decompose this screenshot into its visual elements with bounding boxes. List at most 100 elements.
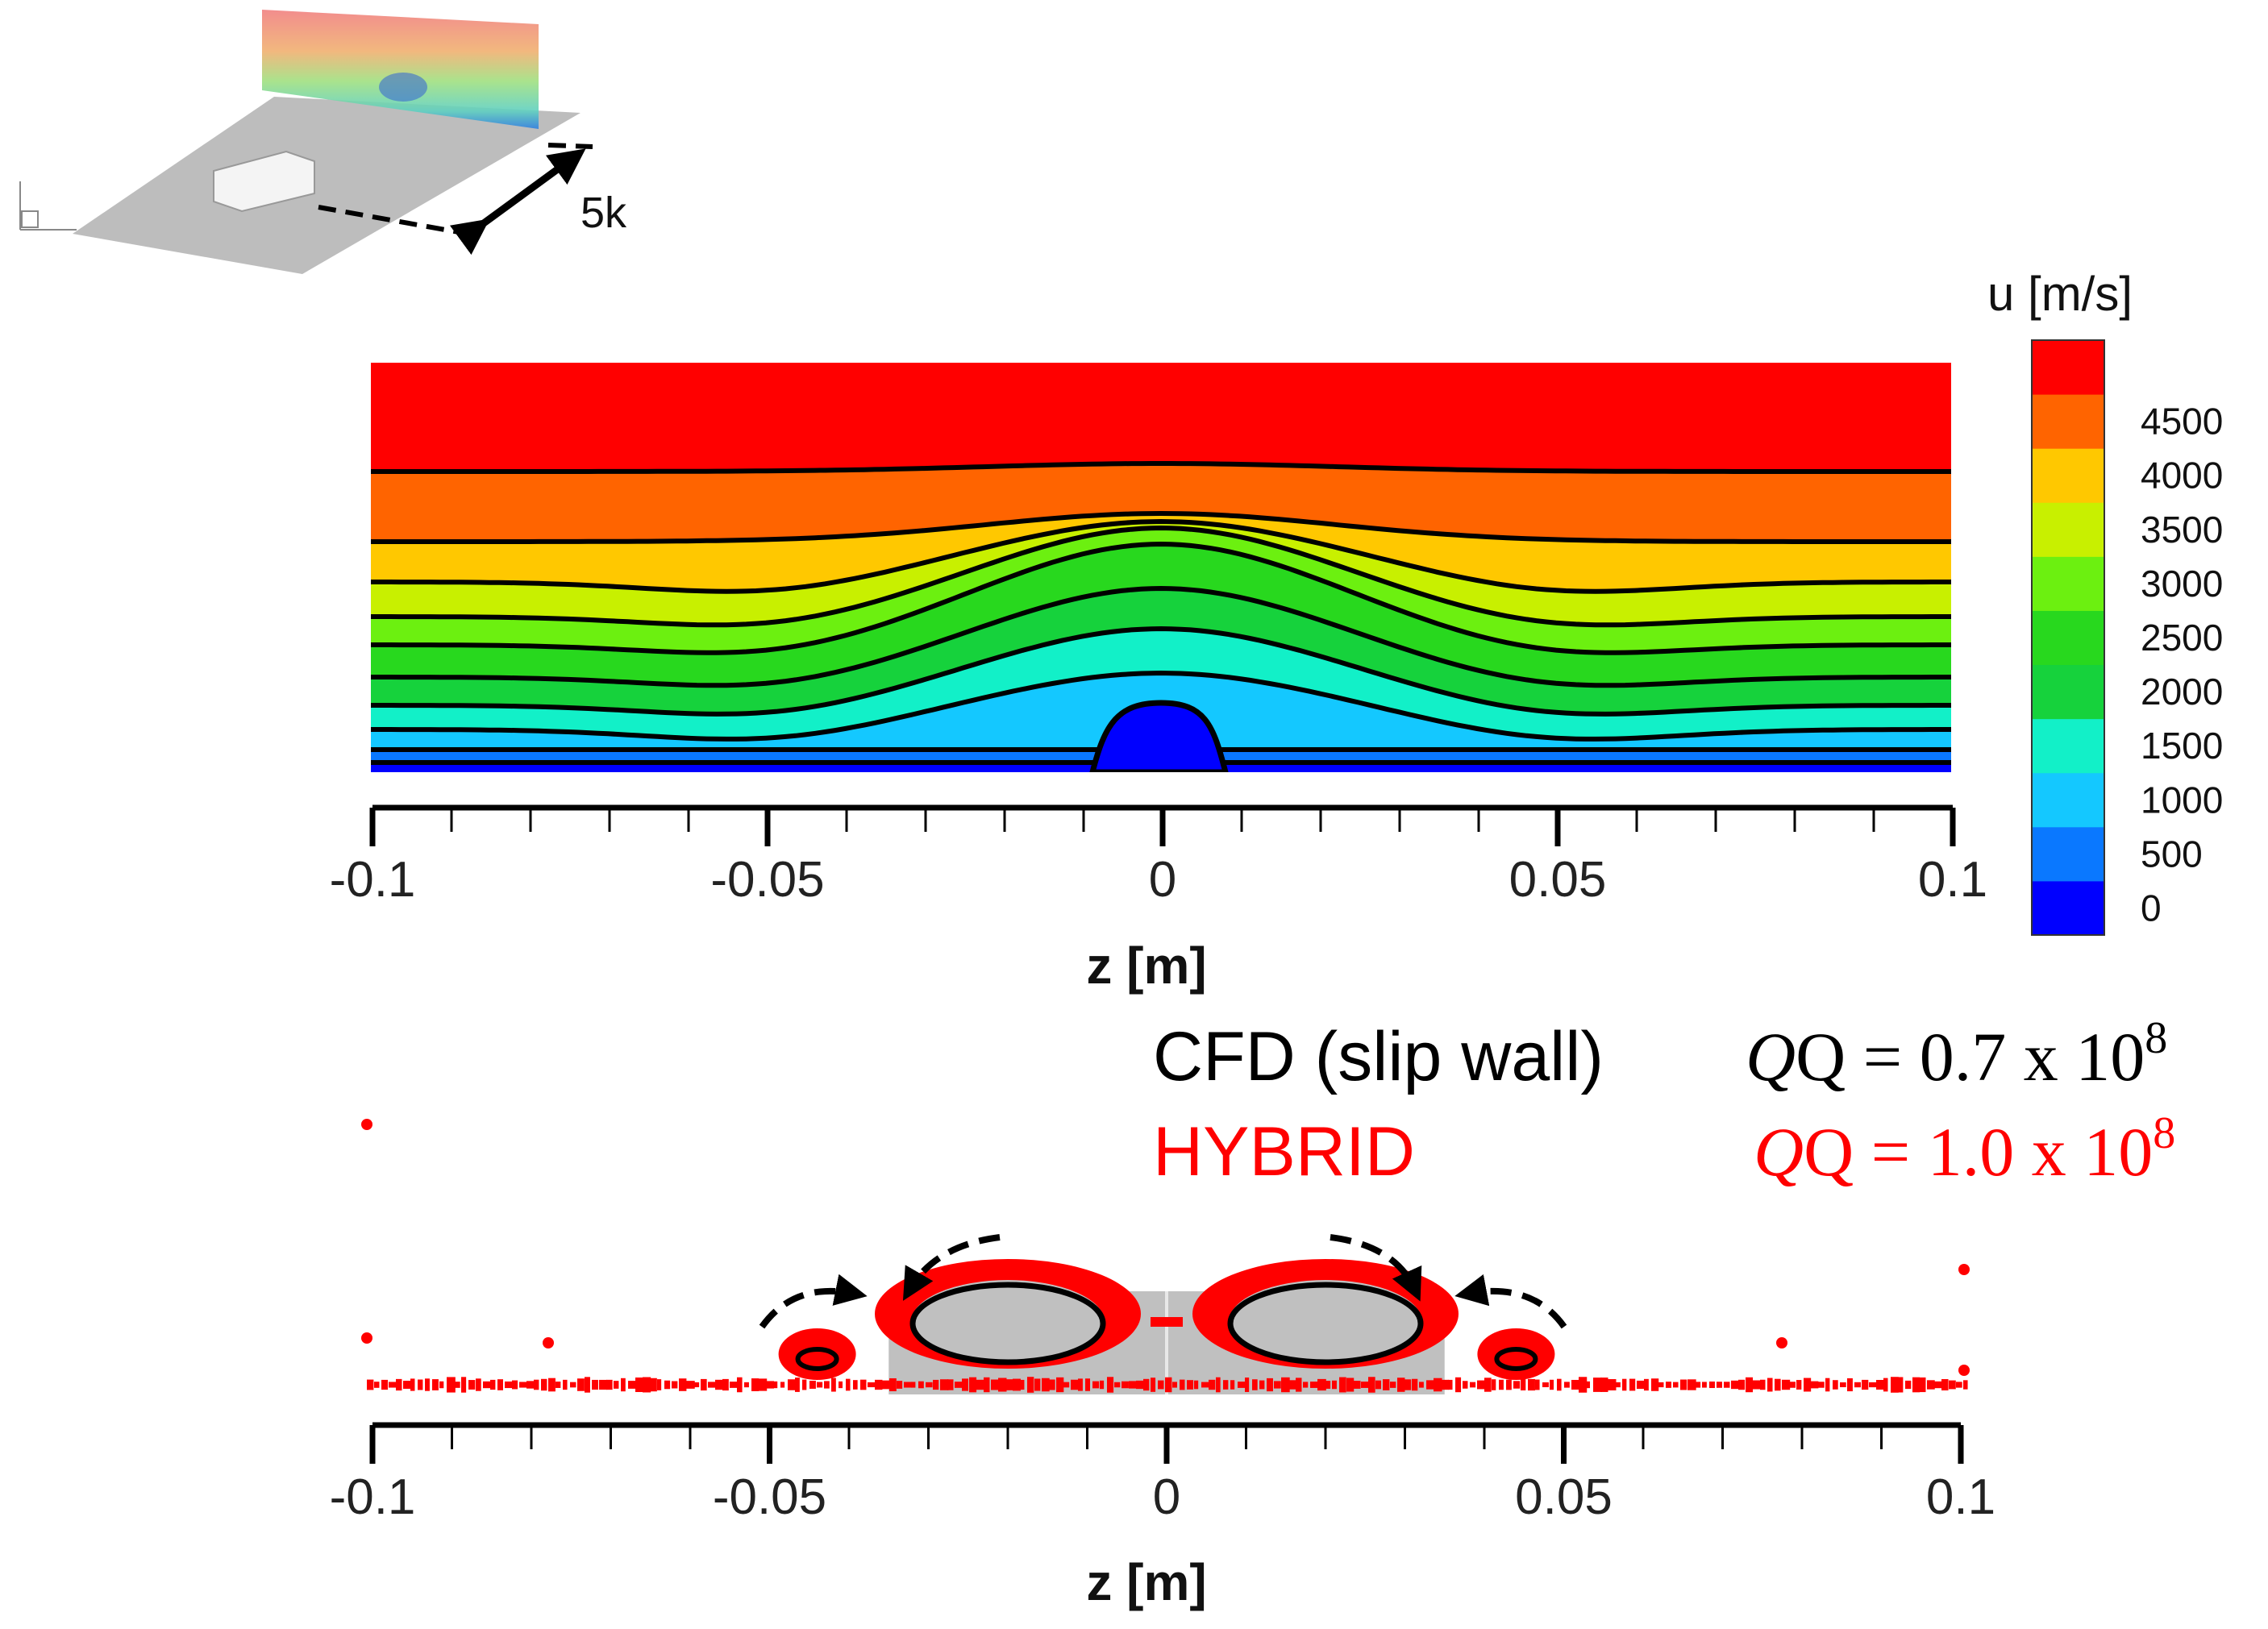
distance-dashed-line-2 <box>547 143 593 149</box>
colorbar-band <box>2032 772 2104 828</box>
q-wall-layer <box>1027 1377 1034 1393</box>
q-wall-layer <box>454 1382 460 1388</box>
q-vortex-cfd <box>1227 1282 1424 1365</box>
q-wall-layer <box>730 1382 738 1388</box>
q-wall-layer <box>592 1379 598 1390</box>
rotation-arrow <box>902 1234 1001 1301</box>
q-wall-layer <box>1825 1378 1830 1392</box>
q-wall-layer <box>1122 1381 1129 1389</box>
q-wall-layer <box>839 1381 843 1389</box>
q-speck <box>1958 1365 1970 1376</box>
q-wall-layer <box>1216 1377 1221 1393</box>
q-wall-layer <box>1042 1378 1050 1392</box>
q-wall-layer <box>1557 1378 1562 1391</box>
q-wall-layer <box>846 1378 851 1391</box>
q-wall-layer <box>1876 1379 1884 1390</box>
flat-plate <box>73 97 581 274</box>
q-wall-layer <box>751 1378 759 1391</box>
q-wall-layer <box>1383 1379 1390 1390</box>
q-wall-layer <box>1317 1378 1326 1391</box>
q-wall-layer <box>947 1379 954 1390</box>
q-wall-layer <box>1201 1382 1209 1388</box>
q-wall-layer <box>1158 1380 1164 1390</box>
q-wall-layer <box>737 1377 743 1393</box>
q-wall-layer <box>1615 1382 1621 1388</box>
colorbar-label: 1000 <box>2141 779 2223 821</box>
q-wall-layer <box>1368 1377 1375 1393</box>
q-wall-layer <box>795 1378 800 1392</box>
q-wall-layer <box>1767 1378 1773 1392</box>
q-wall-layer <box>1724 1382 1730 1388</box>
contour-line-1000 <box>371 670 1951 742</box>
q-wall-layer <box>1100 1380 1105 1390</box>
colorbar-bands <box>2031 339 2105 936</box>
legend-cfd-q-exp: 8 <box>2145 1013 2167 1063</box>
q-wall-layer <box>1506 1379 1512 1390</box>
colorbar-band <box>2032 826 2104 882</box>
legend-hybrid-q: QQ = 1.0 x 108 <box>1754 1108 2175 1191</box>
top-x-tick-labels: -0.1 -0.05 0 0.05 0.1 <box>330 852 1988 908</box>
contour-line-4000 <box>371 510 1951 544</box>
q-wall-layer <box>1586 1381 1591 1389</box>
q-wall-layer <box>1049 1379 1055 1390</box>
distance-arrow <box>449 148 586 256</box>
q-wall-layer <box>744 1382 749 1388</box>
q-wall-layer <box>1833 1380 1838 1390</box>
q-wall-layer <box>1731 1380 1739 1390</box>
colorbar-band <box>2032 340 2104 395</box>
q-wall-layer <box>1172 1382 1177 1388</box>
colorbar-frame <box>2031 339 2105 936</box>
q-wall-layer <box>1310 1382 1318 1388</box>
q-vortex-cfd <box>909 1282 1106 1365</box>
q-wall-layer <box>606 1379 613 1390</box>
q-wall-layer <box>1361 1382 1369 1388</box>
q-wall-layer <box>367 1379 374 1390</box>
q-wall-layer <box>1782 1379 1791 1390</box>
q-wall-layer <box>1862 1379 1869 1390</box>
colorbar-label: 1500 <box>2141 725 2223 767</box>
bottom-x-tick-label: -0.1 <box>330 1469 416 1525</box>
q-wall-layer <box>1455 1377 1462 1393</box>
q-wall-layer <box>548 1378 556 1392</box>
q-wall-layer <box>396 1378 402 1391</box>
q-wall-layer <box>1963 1380 1968 1390</box>
q-wall-layer <box>461 1377 467 1393</box>
q-wall-layer <box>1673 1382 1679 1388</box>
q-wall-layer <box>1651 1378 1659 1391</box>
q-wall-layer <box>1912 1377 1921 1393</box>
q-wall-layer <box>1789 1382 1796 1388</box>
q-wall-layer <box>1564 1382 1570 1388</box>
legend-cfd-label: CFD (slip wall) <box>1153 1018 1604 1095</box>
q-wall-layer <box>621 1378 626 1392</box>
q-wall-layer <box>1847 1378 1853 1392</box>
q-wall-layer <box>889 1378 897 1392</box>
q-wall-layer <box>904 1382 913 1388</box>
q-wall-layer <box>1078 1378 1083 1391</box>
q-wall-layer <box>1666 1382 1671 1388</box>
legend-hybrid-q-text: Q = 1.0 x 10 <box>1804 1113 2153 1191</box>
q-wall-layer <box>773 1381 778 1389</box>
q-vortex-cfd-small <box>795 1347 839 1371</box>
q-wall-layer <box>911 1382 916 1388</box>
q-wall-layer <box>1637 1380 1646 1390</box>
q-wall-layer <box>381 1379 389 1390</box>
colorbar-label: 500 <box>2141 833 2203 875</box>
q-wall-layer <box>1753 1380 1761 1390</box>
q-wall-layer <box>926 1382 933 1388</box>
q-wall-layer <box>1709 1381 1715 1389</box>
q-wall-layer <box>519 1382 528 1388</box>
q-wall-layer <box>1608 1379 1617 1390</box>
q-wall-layer <box>1760 1379 1766 1390</box>
q-wall-layer <box>1375 1380 1382 1390</box>
colorbar-labels: 0 500 1000 1500 2000 2500 3000 3500 4000 4500 <box>2141 401 2223 929</box>
q-wall-layer <box>1818 1382 1825 1388</box>
q-wall-layer <box>1579 1377 1588 1393</box>
bottom-x-tick-label: 0.05 <box>1515 1469 1613 1525</box>
q-wall-layer <box>1056 1377 1064 1393</box>
q-wall-layer <box>635 1377 644 1393</box>
q-speck <box>543 1337 554 1348</box>
q-wall-layer <box>1063 1382 1070 1388</box>
q-wall-layer <box>1796 1380 1802 1390</box>
colorbar-band <box>2032 556 2104 611</box>
